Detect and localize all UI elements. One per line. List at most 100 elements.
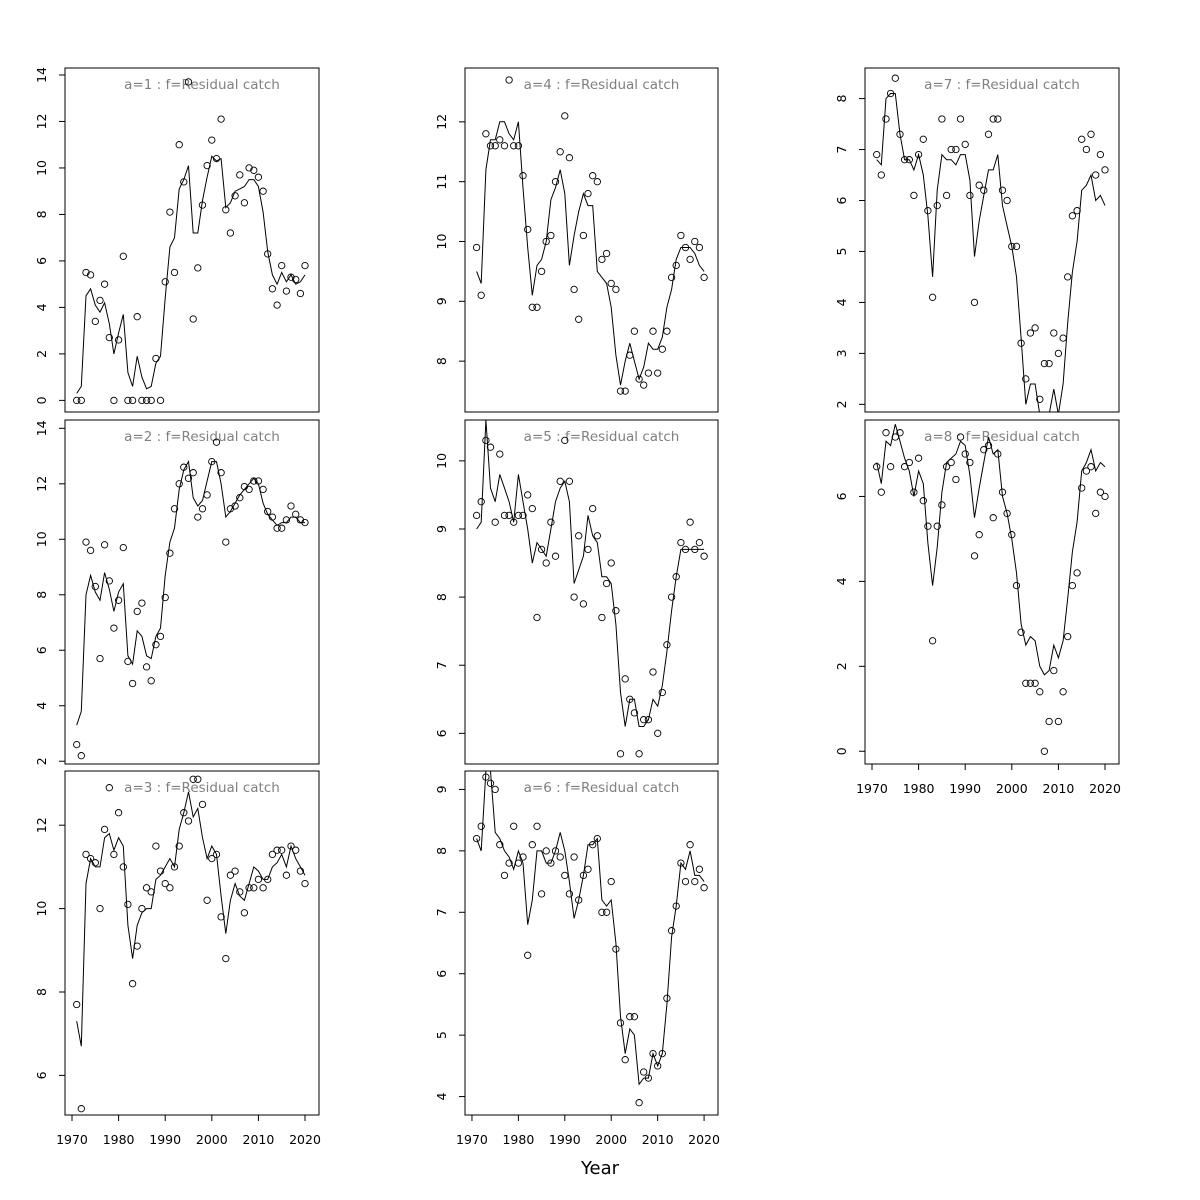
x-tick-label: 1970 (56, 1132, 88, 1147)
observed-point (1045, 717, 1053, 726)
y-tick-label: 7 (434, 661, 449, 669)
observed-point (640, 381, 648, 389)
observed-point (570, 853, 578, 861)
observed-point (212, 438, 221, 446)
observed-point (612, 285, 620, 294)
observed-point (96, 296, 104, 305)
observed-point (510, 822, 518, 830)
observed-point (203, 896, 211, 904)
observed-point (514, 511, 523, 520)
observed-point (77, 396, 85, 405)
observed-point (1087, 463, 1095, 471)
observed-point (482, 436, 490, 445)
observed-point (561, 871, 569, 880)
observed-point (616, 387, 625, 395)
observed-point (556, 148, 564, 156)
observed-point (96, 904, 104, 913)
observed-point (1064, 273, 1072, 281)
observed-point (231, 192, 239, 200)
observed-point (537, 545, 546, 554)
y-tick-label: 8 (834, 95, 849, 103)
observed-point (896, 429, 904, 437)
observed-point (96, 654, 104, 663)
observed-point (105, 577, 113, 585)
observed-point (947, 458, 955, 467)
observed-point (621, 387, 629, 395)
observed-point (208, 854, 216, 863)
observed-point (956, 115, 965, 123)
fitted-line (476, 121, 705, 386)
observed-point (114, 596, 123, 604)
observed-point (970, 552, 979, 560)
plot-frame (464, 419, 719, 765)
observed-point (254, 875, 263, 884)
observed-point (147, 888, 155, 896)
observed-point (584, 545, 592, 554)
panel-title: a=6 : f=Residual catch (524, 780, 680, 796)
observed-point (621, 675, 629, 683)
y-tick-label: 8 (434, 847, 449, 855)
observed-point (542, 847, 550, 855)
observed-point (607, 877, 615, 886)
observed-point (1026, 679, 1035, 687)
observed-point (86, 271, 95, 279)
observed-point (938, 501, 946, 509)
observed-point (505, 76, 513, 84)
observed-point (1101, 492, 1109, 501)
observed-point (189, 315, 197, 323)
y-tick-label: 2 (34, 757, 49, 765)
observed-point (91, 317, 99, 326)
observed-point (180, 809, 188, 817)
observed-point (222, 538, 230, 546)
observed-point (268, 285, 277, 293)
observed-point (189, 469, 197, 477)
x-tick-label: 2020 (1089, 781, 1121, 796)
observed-point (1087, 130, 1095, 138)
observed-point (301, 879, 309, 888)
observed-point (1092, 509, 1100, 518)
observed-point (138, 599, 146, 607)
x-tick-label: 1990 (549, 1132, 581, 1147)
observed-point (147, 396, 155, 405)
y-tick-label: 12 (434, 114, 449, 130)
observed-point (640, 1068, 648, 1076)
observed-point (570, 285, 578, 294)
observed-point (933, 522, 941, 530)
observed-point (245, 485, 253, 494)
observed-point (966, 191, 974, 200)
observed-point (621, 1056, 629, 1064)
observed-point (198, 800, 207, 809)
y-tick-label: 6 (34, 646, 49, 654)
observed-point (598, 908, 606, 916)
observed-point (1050, 329, 1058, 337)
observed-point (616, 750, 625, 758)
observed-point (166, 884, 174, 892)
observed-point (1082, 467, 1091, 475)
observed-point (547, 231, 555, 240)
observed-point (630, 1013, 639, 1021)
observed-point (254, 173, 263, 181)
observed-point (156, 396, 165, 405)
observed-point (1078, 484, 1086, 492)
observed-point (500, 871, 509, 880)
plot-frame (64, 67, 320, 413)
y-tick-label: 4 (34, 303, 49, 311)
y-tick-label: 14 (34, 420, 49, 436)
observed-point (156, 632, 165, 641)
panel-title: a=1 : f=Residual catch (124, 77, 280, 93)
observed-point (700, 552, 708, 560)
observed-point (616, 1019, 625, 1027)
observed-point (110, 850, 118, 859)
observed-point (278, 846, 286, 854)
y-tick-label: 8 (34, 210, 49, 218)
observed-point (273, 301, 281, 309)
observed-point (133, 607, 141, 616)
observed-point (301, 261, 309, 270)
panel-title: a=7 : f=Residual catch (924, 77, 1080, 93)
observed-point (184, 817, 193, 825)
observed-point (914, 150, 923, 159)
y-tick-label: 7 (834, 146, 849, 154)
observed-point (1064, 632, 1072, 641)
y-tick-label: 10 (34, 531, 49, 547)
observed-point (1026, 329, 1035, 337)
